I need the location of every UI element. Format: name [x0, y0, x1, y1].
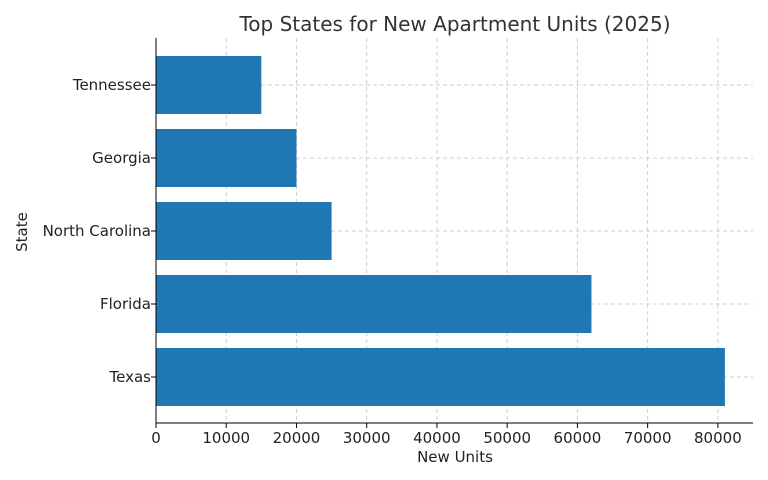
chart-title: Top States for New Apartment Units (2025…: [238, 12, 670, 36]
y-tick-label: Tennessee: [72, 76, 151, 94]
x-ticks: 0 10000 20000 30000 40000 50000 60000 70000 8000…: [151, 423, 742, 447]
x-tick-label: 30000: [343, 429, 391, 447]
bar-florida: [156, 275, 592, 333]
x-tick-label: 70000: [624, 429, 672, 447]
y-tick-label: North Carolina: [43, 222, 151, 240]
x-tick-label: 50000: [483, 429, 531, 447]
x-tick-label: 80000: [694, 429, 742, 447]
x-tick-label: 10000: [202, 429, 250, 447]
bar-georgia: [156, 129, 297, 187]
bars: [156, 56, 725, 406]
bar-tennessee: [156, 56, 262, 114]
x-axis-label: New Units: [417, 448, 493, 466]
x-tick-label: 0: [151, 429, 161, 447]
y-tick-label: Texas: [109, 368, 152, 386]
y-tick-label: Georgia: [92, 149, 151, 167]
y-axis-label: State: [13, 212, 31, 252]
y-tick-label: Florida: [100, 295, 151, 313]
x-tick-label: 40000: [413, 429, 461, 447]
y-ticks: Texas Florida North Carolina Georgia Tenness…: [43, 76, 156, 386]
x-tick-label: 60000: [554, 429, 602, 447]
x-tick-label: 20000: [273, 429, 321, 447]
bar-north-carolina: [156, 202, 332, 260]
bar-texas: [156, 348, 725, 406]
